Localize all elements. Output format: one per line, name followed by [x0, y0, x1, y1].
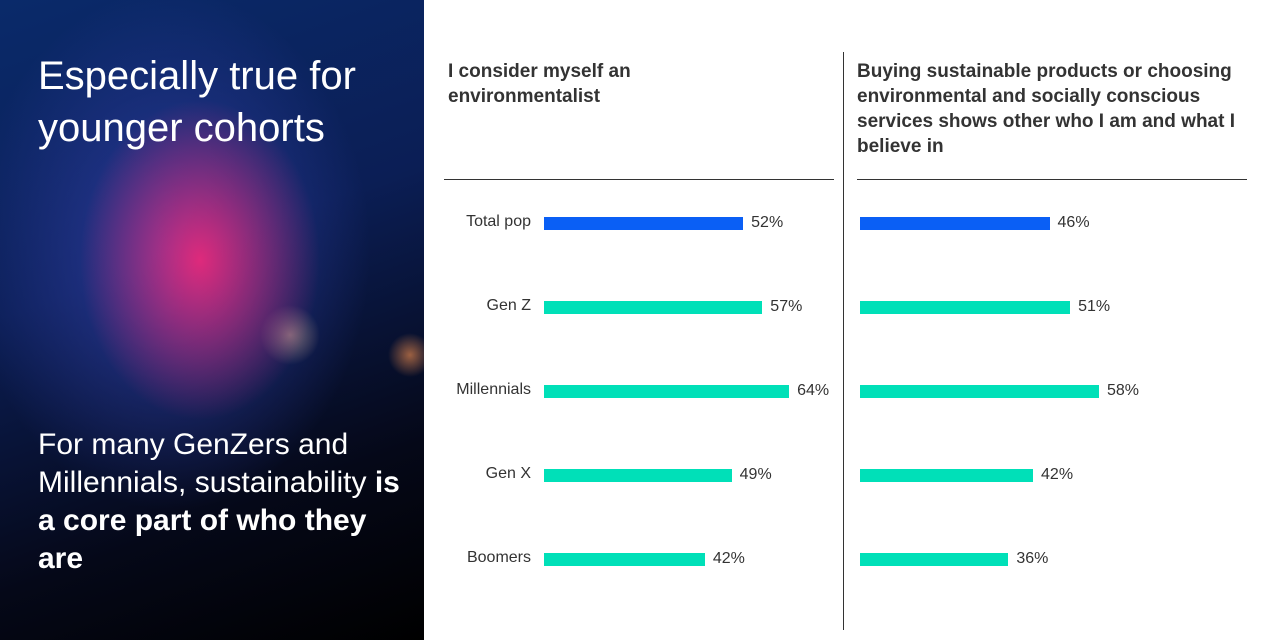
category-label: Gen Z: [486, 297, 531, 314]
bar: [860, 217, 1050, 230]
divider: [857, 179, 1247, 180]
slide-title: Especially true for younger cohorts: [38, 54, 356, 150]
bar: [544, 385, 790, 398]
bar: [860, 301, 1071, 314]
bar: [544, 553, 705, 566]
category-label: Boomers: [466, 549, 531, 566]
bar: [860, 385, 1099, 398]
category-label: Total pop: [466, 213, 531, 230]
subtitle-bold: is a core part of who they are: [38, 466, 400, 575]
category-label: Gen X: [485, 465, 531, 482]
bar: [544, 217, 744, 230]
bar: [544, 301, 763, 314]
subtitle-text: For many GenZers and Millennials, sustai…: [38, 428, 375, 499]
chart-1-title: I consider myself an environmentalist: [448, 61, 631, 107]
value-label: 51%: [1078, 298, 1111, 315]
value-label: 42%: [1041, 466, 1074, 483]
hero-photo: Especially true for younger cohorts For …: [0, 0, 424, 640]
bar: [860, 469, 1034, 482]
slide-subtitle: For many GenZers and Millennials, sustai…: [38, 426, 408, 578]
value-label: 57%: [770, 298, 803, 315]
value-label: 58%: [1106, 382, 1139, 399]
bar: [544, 469, 732, 482]
value-label: 52%: [751, 214, 784, 231]
divider: [444, 179, 834, 180]
value-label: 42%: [712, 550, 745, 567]
value-label: 64%: [797, 382, 830, 399]
value-label: 36%: [1016, 550, 1049, 567]
value-label: 46%: [1057, 214, 1090, 231]
chart-2-title: Buying sustainable products or choosing …: [857, 61, 1235, 157]
vertical-divider: [843, 52, 844, 630]
category-label: Millennials: [456, 381, 531, 398]
value-label: 49%: [739, 466, 772, 483]
bar: [860, 553, 1009, 566]
